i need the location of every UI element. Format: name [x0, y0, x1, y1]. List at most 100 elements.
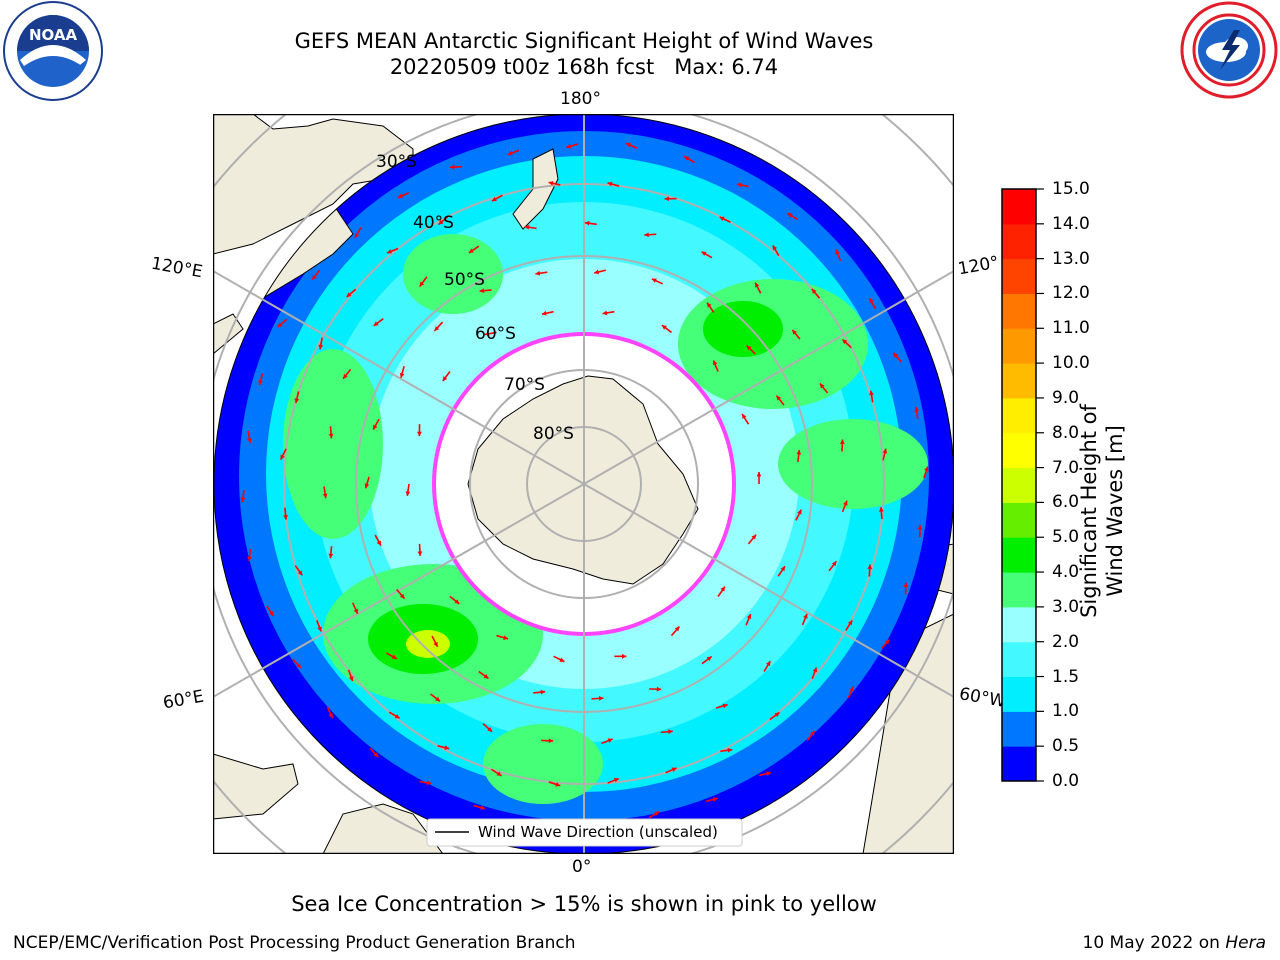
wave-arrow-head	[839, 439, 845, 444]
wave-arrow-head	[434, 326, 440, 331]
wave-arrow-head	[651, 278, 657, 283]
colorbar-tick-label: 7.0	[1052, 457, 1080, 478]
colorbar-tick-label: 8.0	[1052, 422, 1080, 443]
colorbar-segment	[1002, 641, 1036, 678]
lon-label-0: 0°	[572, 857, 592, 877]
wave-arrow-head	[449, 164, 455, 170]
colorbar-tick-label: 6.0	[1052, 492, 1080, 513]
colorbar-segment	[1002, 328, 1036, 364]
producer-credit: NCEP/EMC/Verification Post Processing Pr…	[13, 933, 576, 953]
wave-arrow-head	[884, 639, 890, 645]
wave-arrow-head	[566, 143, 572, 149]
sea-ice-note: Sea Ice Concentration > 15% is shown in …	[291, 892, 877, 916]
wave-arrow-head	[903, 582, 909, 587]
lat-label-50s: 50°S	[444, 270, 485, 290]
wave-arrow-head	[867, 564, 873, 570]
wave-arrow-head	[247, 556, 252, 562]
wave-arrow-head	[454, 599, 460, 604]
wave-arrow-head	[346, 292, 352, 298]
polar-wave-height-map: Wind Wave Direction (unscaled)	[213, 114, 954, 854]
wave-arrow-head	[661, 325, 667, 330]
wave-arrow-head	[503, 635, 509, 640]
wave-arrow-head	[796, 449, 802, 455]
colorbar-segment	[1002, 537, 1036, 573]
wave-arrow-head	[328, 553, 334, 559]
wave-arrow-head	[607, 181, 613, 187]
wave-arrow-head	[746, 614, 752, 620]
wave-arrow-head	[297, 570, 303, 576]
lat-label-40s: 40°S	[413, 213, 454, 233]
colorbar-tick-label: 9.0	[1052, 387, 1080, 408]
lon-label-180: 180°	[560, 89, 601, 109]
wave-arrow-head	[746, 345, 752, 351]
wave-arrow-head	[433, 641, 438, 647]
colorbar-tick-label: 0.0	[1052, 771, 1080, 791]
wave-arrow-head	[387, 249, 392, 254]
run-date-text: 10 May 2022 on	[1082, 933, 1226, 953]
wave-arrow-head	[312, 274, 317, 280]
wave-arrow-head	[621, 653, 627, 659]
wave-arrow-head	[849, 686, 854, 692]
wave-arrow-head	[812, 667, 818, 673]
colorbar-segment	[1002, 293, 1036, 329]
wave-arrow-head	[792, 329, 797, 335]
wave-arrow-head	[755, 282, 760, 288]
wave-arrow-head	[893, 352, 899, 358]
wave-arrow-head	[712, 797, 718, 802]
wave-arrow-head	[869, 298, 874, 304]
colorbar-segment	[1002, 223, 1036, 260]
wave-arrow-head	[268, 610, 274, 616]
wave-arrow-head	[674, 626, 680, 632]
lat-label-70s: 70°S	[504, 375, 545, 395]
wave-arrow-head	[258, 380, 263, 386]
wave-arrow-head	[727, 747, 733, 753]
wave-arrow-head	[394, 713, 400, 719]
national-weather-service-logo-icon	[1180, 1, 1278, 99]
colorbar-tick-label: 11.0	[1052, 318, 1090, 339]
wave-arrow-head	[343, 373, 348, 379]
wave-arrow-head	[353, 608, 359, 614]
wave-arrow-head	[594, 269, 600, 275]
wave-arrow-head	[559, 657, 565, 662]
wave-arrow-head	[296, 663, 302, 668]
wave-arrow-head	[468, 248, 474, 253]
wave-arrow-head	[524, 224, 530, 230]
noaa-logo-icon: NOAA	[3, 1, 103, 101]
wave-arrow-head	[354, 233, 360, 239]
colorbar-tick-label: 14.0	[1052, 213, 1090, 234]
colorbar-tick-label: 3.0	[1052, 596, 1080, 617]
wave-arrow-head	[277, 322, 283, 328]
wave-arrow-head	[924, 466, 929, 472]
wave-arrow-head	[772, 245, 778, 251]
wave-arrow-head	[656, 686, 662, 692]
wave-arrow-head	[438, 219, 444, 225]
wave-arrow-head	[373, 424, 378, 430]
wave-arrow-head	[442, 376, 448, 382]
wave-arrow-head	[613, 777, 619, 783]
colorbar-segment	[1002, 397, 1036, 434]
wave-arrow-head	[480, 805, 486, 810]
colorbar-tick-label: 15.0	[1052, 179, 1090, 199]
graticule	[213, 114, 954, 854]
wave-arrow-head	[399, 593, 405, 599]
wave-arrow-head	[479, 288, 485, 294]
wave-arrow-head	[684, 156, 690, 161]
wave-arrow-head	[712, 360, 718, 366]
wave-arrow-head	[765, 661, 771, 667]
wave-arrow-head	[869, 390, 874, 396]
wave-arrow-head	[797, 509, 802, 515]
chart-subtitle: 20220509 t00z 168h fcst Max: 6.74	[389, 55, 779, 79]
wave-arrow-head	[491, 196, 497, 202]
wave-arrow-head	[507, 150, 513, 156]
wave-arrow-head	[720, 586, 725, 592]
wave-arrow-head	[426, 780, 432, 786]
wave-arrow-head	[742, 413, 747, 419]
colorbar-tick-label: 1.0	[1052, 701, 1080, 722]
colorbar-tick-label: 1.5	[1052, 666, 1080, 687]
wave-arrow-head	[835, 249, 840, 255]
wave-arrow-head	[736, 182, 742, 188]
wind-wave-arrows	[240, 142, 929, 827]
wave-arrow-head	[373, 752, 379, 758]
wave-arrow-head	[535, 270, 541, 276]
wave-arrow-head	[831, 561, 837, 567]
